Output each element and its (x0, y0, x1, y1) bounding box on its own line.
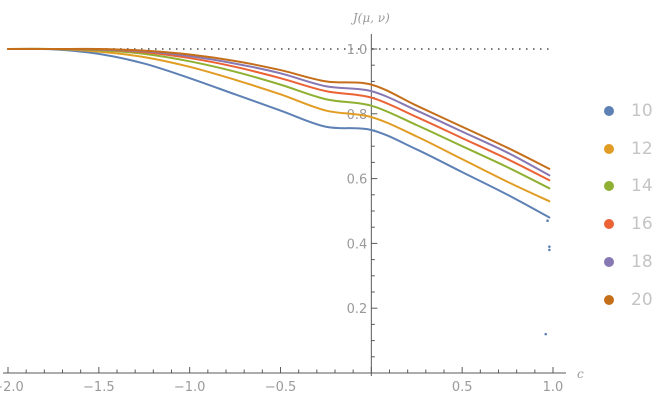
y-tick-label: 0.2 (347, 302, 368, 317)
stray-points-layer (544, 219, 551, 336)
x-axis-title: c (577, 367, 584, 381)
legend-label: 20 (631, 289, 653, 310)
legend-swatch (604, 105, 614, 116)
legend-item-18: 18 (604, 243, 653, 281)
legend-swatch (604, 294, 614, 305)
legend-swatch (604, 181, 614, 192)
series-line-18 (7, 47, 551, 177)
legend-item-14: 14 (604, 168, 653, 206)
y-tick-label: 0.4 (347, 237, 368, 252)
x-tick-label: −1.5 (83, 380, 115, 395)
y-tick-label: 1.0 (347, 43, 368, 58)
legend-swatch (604, 143, 614, 154)
series-layer (7, 47, 551, 219)
legend-label: 10 (631, 100, 653, 121)
legend-swatch (604, 219, 614, 230)
legend: 10 12 14 16 18 20 (604, 92, 653, 319)
legend-item-10: 10 (604, 92, 653, 130)
legend-label: 18 (631, 252, 653, 273)
legend-label: 14 (631, 176, 653, 197)
stray-point (548, 248, 551, 252)
x-tick-label: −1.0 (174, 380, 206, 395)
legend-label: 12 (631, 138, 653, 159)
stray-point (546, 219, 549, 223)
legend-item-16: 16 (604, 205, 653, 243)
legend-item-20: 20 (604, 281, 653, 319)
x-tick-label: 0.5 (452, 380, 473, 395)
series-line-20 (7, 47, 551, 170)
legend-item-12: 12 (604, 130, 653, 168)
y-tick-label: 0.6 (347, 173, 368, 188)
x-tick-label: 1.0 (543, 380, 564, 395)
x-tick-label: −0.5 (265, 380, 297, 395)
series-line-10 (7, 47, 551, 219)
legend-swatch (604, 257, 614, 268)
x-tick-label: −2.0 (0, 380, 24, 395)
stray-point (548, 245, 551, 248)
y-axis-title: J(μ, ν) (350, 11, 390, 25)
legend-label: 16 (631, 214, 653, 235)
stray-point (544, 332, 548, 336)
axes-layer: −2.0−1.5−1.0−0.50.51.00.20.40.60.81.0J(μ… (0, 11, 584, 395)
series-line-12 (7, 47, 551, 203)
